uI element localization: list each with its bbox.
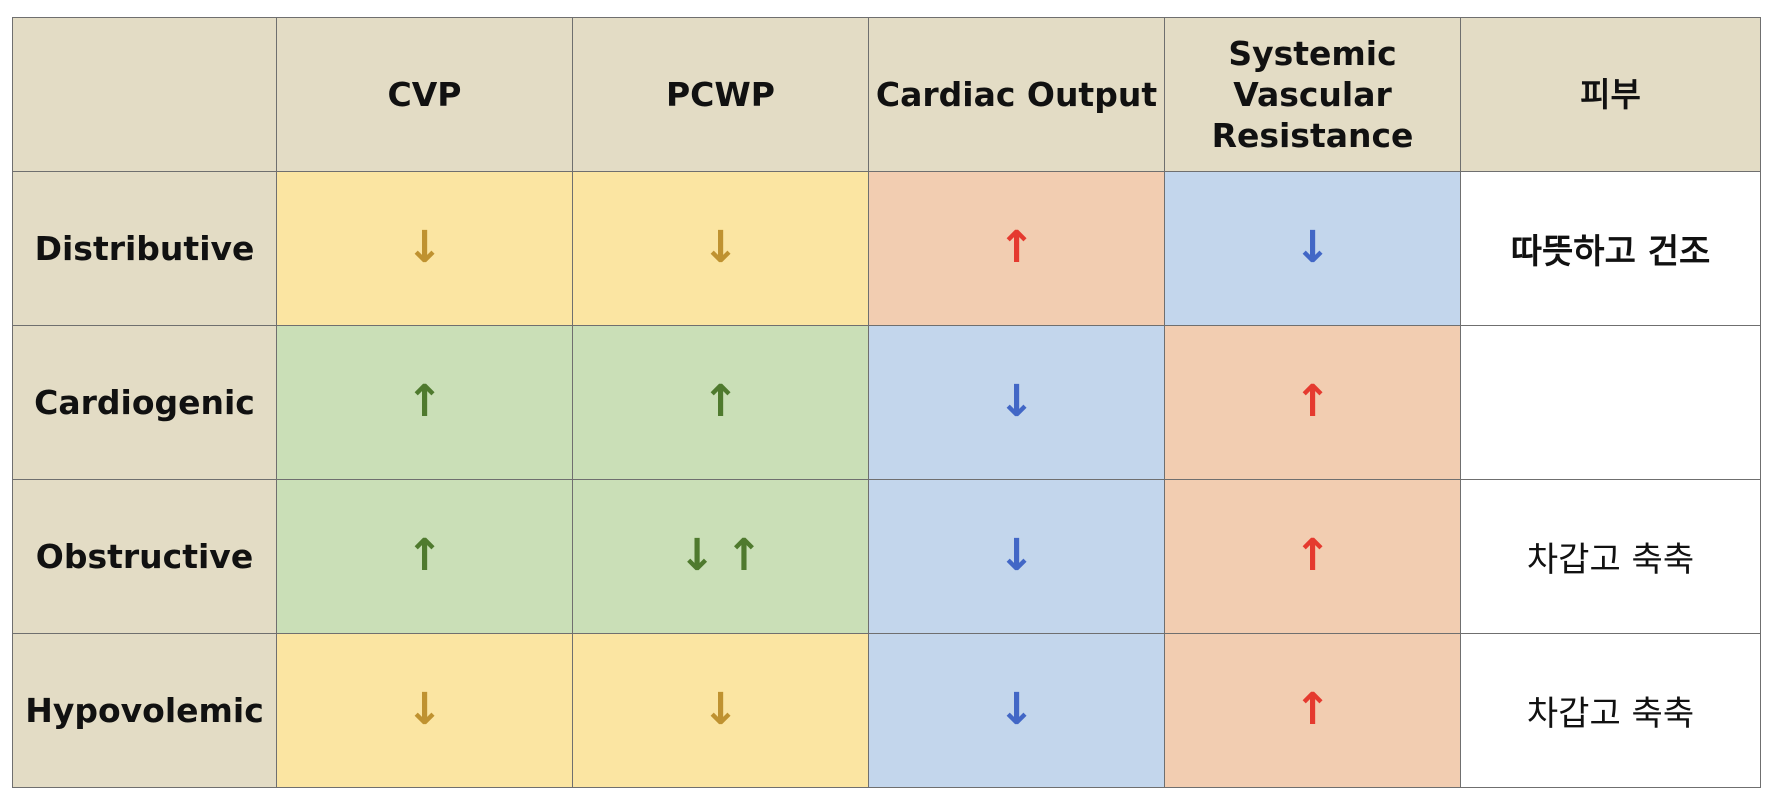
arrow-up-icon: ↑: [1294, 530, 1331, 581]
header-pcwp: PCWP: [572, 17, 869, 172]
skin-cell: 차갑고 축축: [1460, 633, 1761, 788]
arrow-down-icon: ↓: [406, 222, 443, 273]
pcwp-cell: ↓: [572, 633, 869, 788]
cardiac-output-cell: ↑: [868, 171, 1165, 326]
row-label-obstructive: Obstructive: [12, 479, 277, 634]
arrow-down-icon: ↓: [702, 222, 739, 273]
table-row: Hypovolemic ↓ ↓ ↓ ↑ 차갑고 축축: [12, 633, 1761, 788]
arrow-up-icon: ↑: [1294, 376, 1331, 427]
arrow-up-icon: ↑: [725, 530, 763, 581]
arrow-up-icon: ↑: [998, 222, 1035, 273]
arrow-down-icon: ↓: [702, 684, 739, 735]
svr-cell: ↑: [1164, 479, 1461, 634]
row-label-cardiogenic: Cardiogenic: [12, 325, 277, 480]
shock-comparison-table: CVP PCWP Cardiac Output Systemic Vascula…: [12, 17, 1761, 788]
row-label-hypovolemic: Hypovolemic: [12, 633, 277, 788]
table-row: Cardiogenic ↑ ↑ ↓ ↑: [12, 325, 1761, 480]
arrow-up-icon: ↑: [406, 530, 443, 581]
arrow-down-icon: ↓: [678, 530, 716, 581]
header-svr-line-3: Resistance: [1211, 116, 1414, 155]
row-label-distributive: Distributive: [12, 171, 277, 326]
header-systemic-vascular-resistance: Systemic Vascular Resistance: [1164, 17, 1461, 172]
arrow-down-icon: ↓: [998, 530, 1035, 581]
header-cardiac-output: Cardiac Output: [868, 17, 1165, 172]
header-skin: 피부: [1460, 17, 1761, 172]
skin-cell: 차갑고 축축: [1460, 479, 1761, 634]
cardiac-output-cell: ↓: [868, 479, 1165, 634]
arrow-down-icon: ↓: [406, 684, 443, 735]
cardiac-output-cell: ↓: [868, 633, 1165, 788]
pcwp-cell: ↓ ↑: [572, 479, 869, 634]
header-svr-line-1: Systemic: [1228, 34, 1397, 73]
table-body: Distributive ↓ ↓ ↑ ↓ 따뜻하고 건조 Cardiogenic ↑ ↑ ↓ ↑ Ob…: [12, 171, 1761, 788]
cvp-cell: ↓: [276, 171, 573, 326]
cvp-cell: ↑: [276, 479, 573, 634]
pcwp-cell: ↑: [572, 325, 869, 480]
svr-cell: ↑: [1164, 633, 1461, 788]
pcwp-cell: ↓: [572, 171, 869, 326]
arrow-down-icon: ↓: [1294, 222, 1331, 273]
cardiac-output-cell: ↓: [868, 325, 1165, 480]
cvp-cell: ↓: [276, 633, 573, 788]
header-svr-line-2: Vascular: [1233, 75, 1392, 114]
cvp-cell: ↑: [276, 325, 573, 480]
skin-cell: [1460, 325, 1761, 480]
arrow-up-icon: ↑: [406, 376, 443, 427]
skin-cell: 따뜻하고 건조: [1460, 171, 1761, 326]
svr-cell: ↓: [1164, 171, 1461, 326]
arrow-up-icon: ↑: [1294, 684, 1331, 735]
table-row: Distributive ↓ ↓ ↑ ↓ 따뜻하고 건조: [12, 171, 1761, 326]
header-cvp: CVP: [276, 17, 573, 172]
svr-cell: ↑: [1164, 325, 1461, 480]
header-row: CVP PCWP Cardiac Output Systemic Vascula…: [12, 17, 1761, 172]
table-row: Obstructive ↑ ↓ ↑ ↓ ↑ 차갑고 축축: [12, 479, 1761, 634]
arrow-down-icon: ↓: [998, 376, 1035, 427]
corner-header-cell: [12, 17, 277, 172]
arrow-down-icon: ↓: [998, 684, 1035, 735]
arrow-up-icon: ↑: [702, 376, 739, 427]
